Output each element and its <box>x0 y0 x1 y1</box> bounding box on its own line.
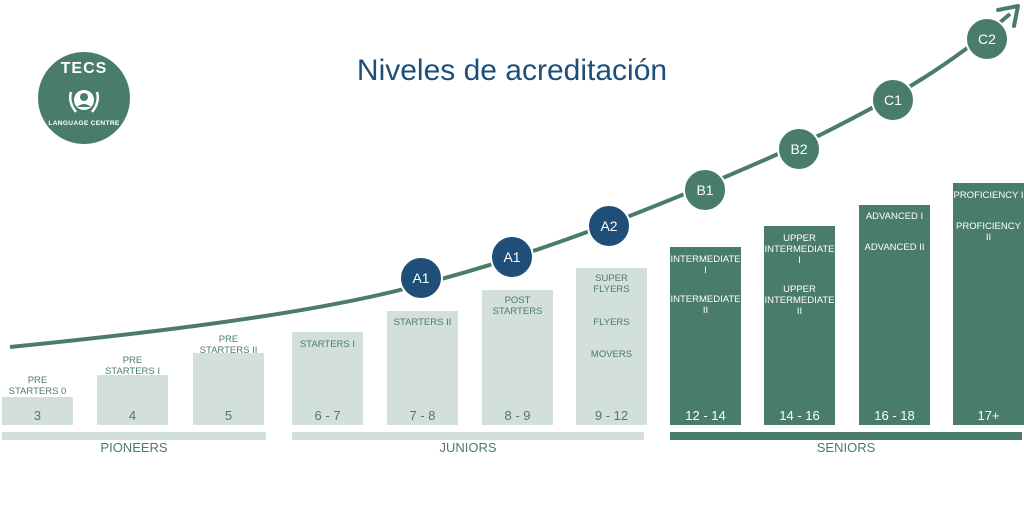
level-bar: UPPER INTERMEDIATE I UPPER INTERMEDIATE I… <box>764 226 835 425</box>
level-bar: PRE STARTERS I 4 <box>97 355 168 425</box>
age-range: 7 - 8 <box>409 408 436 423</box>
level-bar: PRE STARTERS 0 3 <box>2 375 73 425</box>
level-name: POST STARTERS <box>492 295 543 317</box>
level-name: PRE STARTERS I <box>104 355 161 377</box>
group-label-pioneers: PIONEERS <box>100 440 168 455</box>
level-name: PRE STARTERS II <box>199 334 258 356</box>
level-name: FLYERS <box>593 317 630 328</box>
laurel-emblem-icon <box>68 90 100 113</box>
group-underline <box>292 432 644 440</box>
level-name: UPPER INTERMEDIATE I <box>764 233 835 266</box>
age-range: 4 <box>128 408 137 423</box>
group-underline <box>670 432 1022 440</box>
level-bar: POST STARTERS 8 - 9 <box>482 290 553 425</box>
age-range: 6 - 7 <box>314 408 341 423</box>
level-node-c2-6: C2 <box>965 17 1009 61</box>
level-bar: STARTERS II 7 - 8 <box>387 311 458 425</box>
age-range: 12 - 14 <box>685 408 726 423</box>
level-node-label: A1 <box>503 249 520 265</box>
age-range: 5 <box>224 408 233 423</box>
level-node-b2-4: B2 <box>777 127 821 171</box>
level-node-a2-2: A2 <box>587 204 631 248</box>
age-range: 17+ <box>977 408 1000 423</box>
group-label-seniors: SENIORS <box>816 440 876 455</box>
level-name: PROFICIENCY I <box>953 190 1024 201</box>
age-range: 14 - 16 <box>779 408 820 423</box>
level-node-label: C1 <box>884 92 902 108</box>
level-name: INTERMEDIATE I <box>670 254 741 276</box>
logo-bottom-text: LANGUAGE CENTRE <box>48 120 120 127</box>
level-node-a1-1: A1 <box>490 235 534 279</box>
group-label-juniors: JUNIORS <box>439 440 497 455</box>
logo-top-text: TECS <box>60 60 108 77</box>
level-node-label: B1 <box>696 182 713 198</box>
level-name: PROFICIENCY II <box>956 221 1021 243</box>
level-node-c1-5: C1 <box>871 78 915 122</box>
group-underline <box>2 432 266 440</box>
level-node-b1-3: B1 <box>683 168 727 212</box>
page-title: Niveles de acreditación <box>356 54 668 87</box>
level-name: STARTERS II <box>393 317 452 328</box>
level-node-a1-0: A1 <box>399 256 443 300</box>
level-name: PRE STARTERS 0 <box>8 375 67 397</box>
level-name: MOVERS <box>590 349 633 360</box>
tecs-logo: TECS LANGUAGE CENTRE <box>38 52 130 144</box>
level-name: ADVANCED I <box>865 211 924 222</box>
level-node-label: C2 <box>978 31 996 47</box>
age-range: 8 - 9 <box>504 408 531 423</box>
level-bar: SUPER FLYERS FLYERS MOVERS 9 - 12 <box>576 268 647 425</box>
level-name: INTERMEDIATE II <box>670 294 741 316</box>
age-range: 3 <box>33 408 42 423</box>
level-bar: INTERMEDIATE I INTERMEDIATE II 12 - 14 <box>670 247 741 425</box>
level-node-label: A2 <box>600 218 617 234</box>
level-name: UPPER INTERMEDIATE II <box>764 284 835 317</box>
age-range: 16 - 18 <box>874 408 915 423</box>
level-name: STARTERS I <box>299 339 356 350</box>
level-bar: STARTERS I 6 - 7 <box>292 332 363 425</box>
level-bar: PRE STARTERS II 5 <box>193 334 264 425</box>
age-range: 9 - 12 <box>594 408 629 423</box>
arrow-head-icon <box>996 4 1020 28</box>
level-name: ADVANCED II <box>864 242 925 253</box>
level-node-label: A1 <box>412 270 429 286</box>
level-node-label: B2 <box>790 141 807 157</box>
level-name: SUPER FLYERS <box>593 273 630 295</box>
level-bar: PROFICIENCY I PROFICIENCY II 17+ <box>953 183 1024 425</box>
level-bar: ADVANCED I ADVANCED II 16 - 18 <box>859 205 930 425</box>
